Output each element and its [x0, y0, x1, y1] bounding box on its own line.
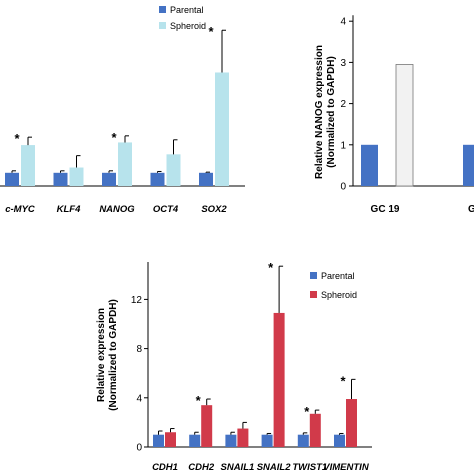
bar-spheroid [237, 428, 249, 447]
significance-star: * [196, 393, 202, 408]
bar-parental [361, 144, 378, 186]
y-axis-title-line2: (Normalized to GAPDH) [326, 56, 337, 168]
category-label: NANOG [99, 204, 135, 215]
y-tick-label: 1 [340, 140, 346, 151]
bar-parental [102, 172, 116, 186]
significance-star: * [111, 130, 117, 145]
legend: Parental Spheroid [310, 271, 357, 300]
bar-parental [150, 172, 165, 186]
legend-swatch-spheroid [310, 291, 317, 298]
legend-label-spheroid: Spheroid [321, 290, 357, 300]
bar-parental [189, 434, 201, 447]
bar-parental [463, 144, 474, 186]
bar-spheroid [201, 405, 213, 447]
category-label: CDH1 [152, 462, 178, 473]
significance-star: * [304, 404, 310, 419]
y-axis-title-line1: Relative NANOG expression [314, 45, 325, 179]
legend: Parental Spheroid [159, 5, 206, 31]
bar-spheroid [273, 312, 285, 447]
legend-swatch-parental [310, 272, 317, 279]
category-label: TWIST1 [292, 462, 327, 473]
y-axis-title-line2: (Normalized to GAPDH) [108, 299, 119, 411]
bar-parental [297, 434, 309, 447]
bar-parental [153, 434, 164, 447]
significance-star: * [268, 260, 274, 275]
bar-spheroid [69, 167, 84, 186]
bar-spheroid [21, 145, 35, 186]
y-tick-label: 0 [340, 182, 346, 193]
y-tick-label: 8 [136, 344, 142, 355]
bar-spheroid [118, 142, 132, 186]
bar-parental [5, 172, 19, 186]
significance-star: * [340, 373, 346, 388]
category-label: SOX2 [201, 204, 227, 215]
y-tick-label: 0 [136, 443, 142, 454]
y-tick-label: 4 [136, 393, 142, 404]
legend-swatch-spheroid [159, 22, 166, 29]
emt-expression-chart-bottom: 0 4 8 12 Parental Spheroid CDH1 * CDH2 SNAIL1 * SNA… [96, 260, 372, 473]
category-label: SNAIL1 [221, 462, 255, 473]
significance-star: * [14, 131, 20, 146]
bar-parental [225, 434, 237, 447]
category-label: VIMENTIN [323, 462, 370, 473]
y-tick-label: 4 [340, 17, 346, 28]
y-tick-label: 3 [340, 58, 346, 69]
category-label: CDH2 [188, 462, 215, 473]
legend-label-parental: Parental [170, 5, 204, 15]
bar-parental [199, 172, 213, 186]
bar-spheroid [346, 399, 357, 447]
y-tick-label: 12 [131, 295, 143, 306]
bar-spheroid [309, 413, 321, 447]
bar-spheroid [215, 72, 229, 186]
significance-star: * [208, 24, 214, 39]
y-tick-label: 2 [340, 99, 346, 110]
legend-label-parental: Parental [321, 271, 355, 281]
legend-swatch-parental [159, 6, 166, 13]
bar-spheroid [165, 432, 176, 447]
bar-parental [53, 172, 68, 186]
category-label: OCT4 [153, 204, 179, 215]
nanog-expression-chart-top-right: 0 1 2 3 4 GC 19 G Relative NANOG expression (Nor… [314, 15, 474, 215]
bar-spheroid [166, 154, 181, 186]
category-label: SNAIL2 [257, 462, 292, 473]
y-axis-title-line1: Relative expression [96, 308, 107, 402]
legend-label-spheroid: Spheroid [170, 21, 206, 31]
category-label: G [468, 204, 474, 215]
bar-parental [334, 434, 345, 447]
category-label: c-MYC [5, 204, 35, 215]
bar-parental [261, 434, 273, 447]
category-label: KLF4 [57, 204, 81, 215]
category-label: GC 19 [371, 204, 400, 215]
bar-spheroid [395, 64, 414, 187]
